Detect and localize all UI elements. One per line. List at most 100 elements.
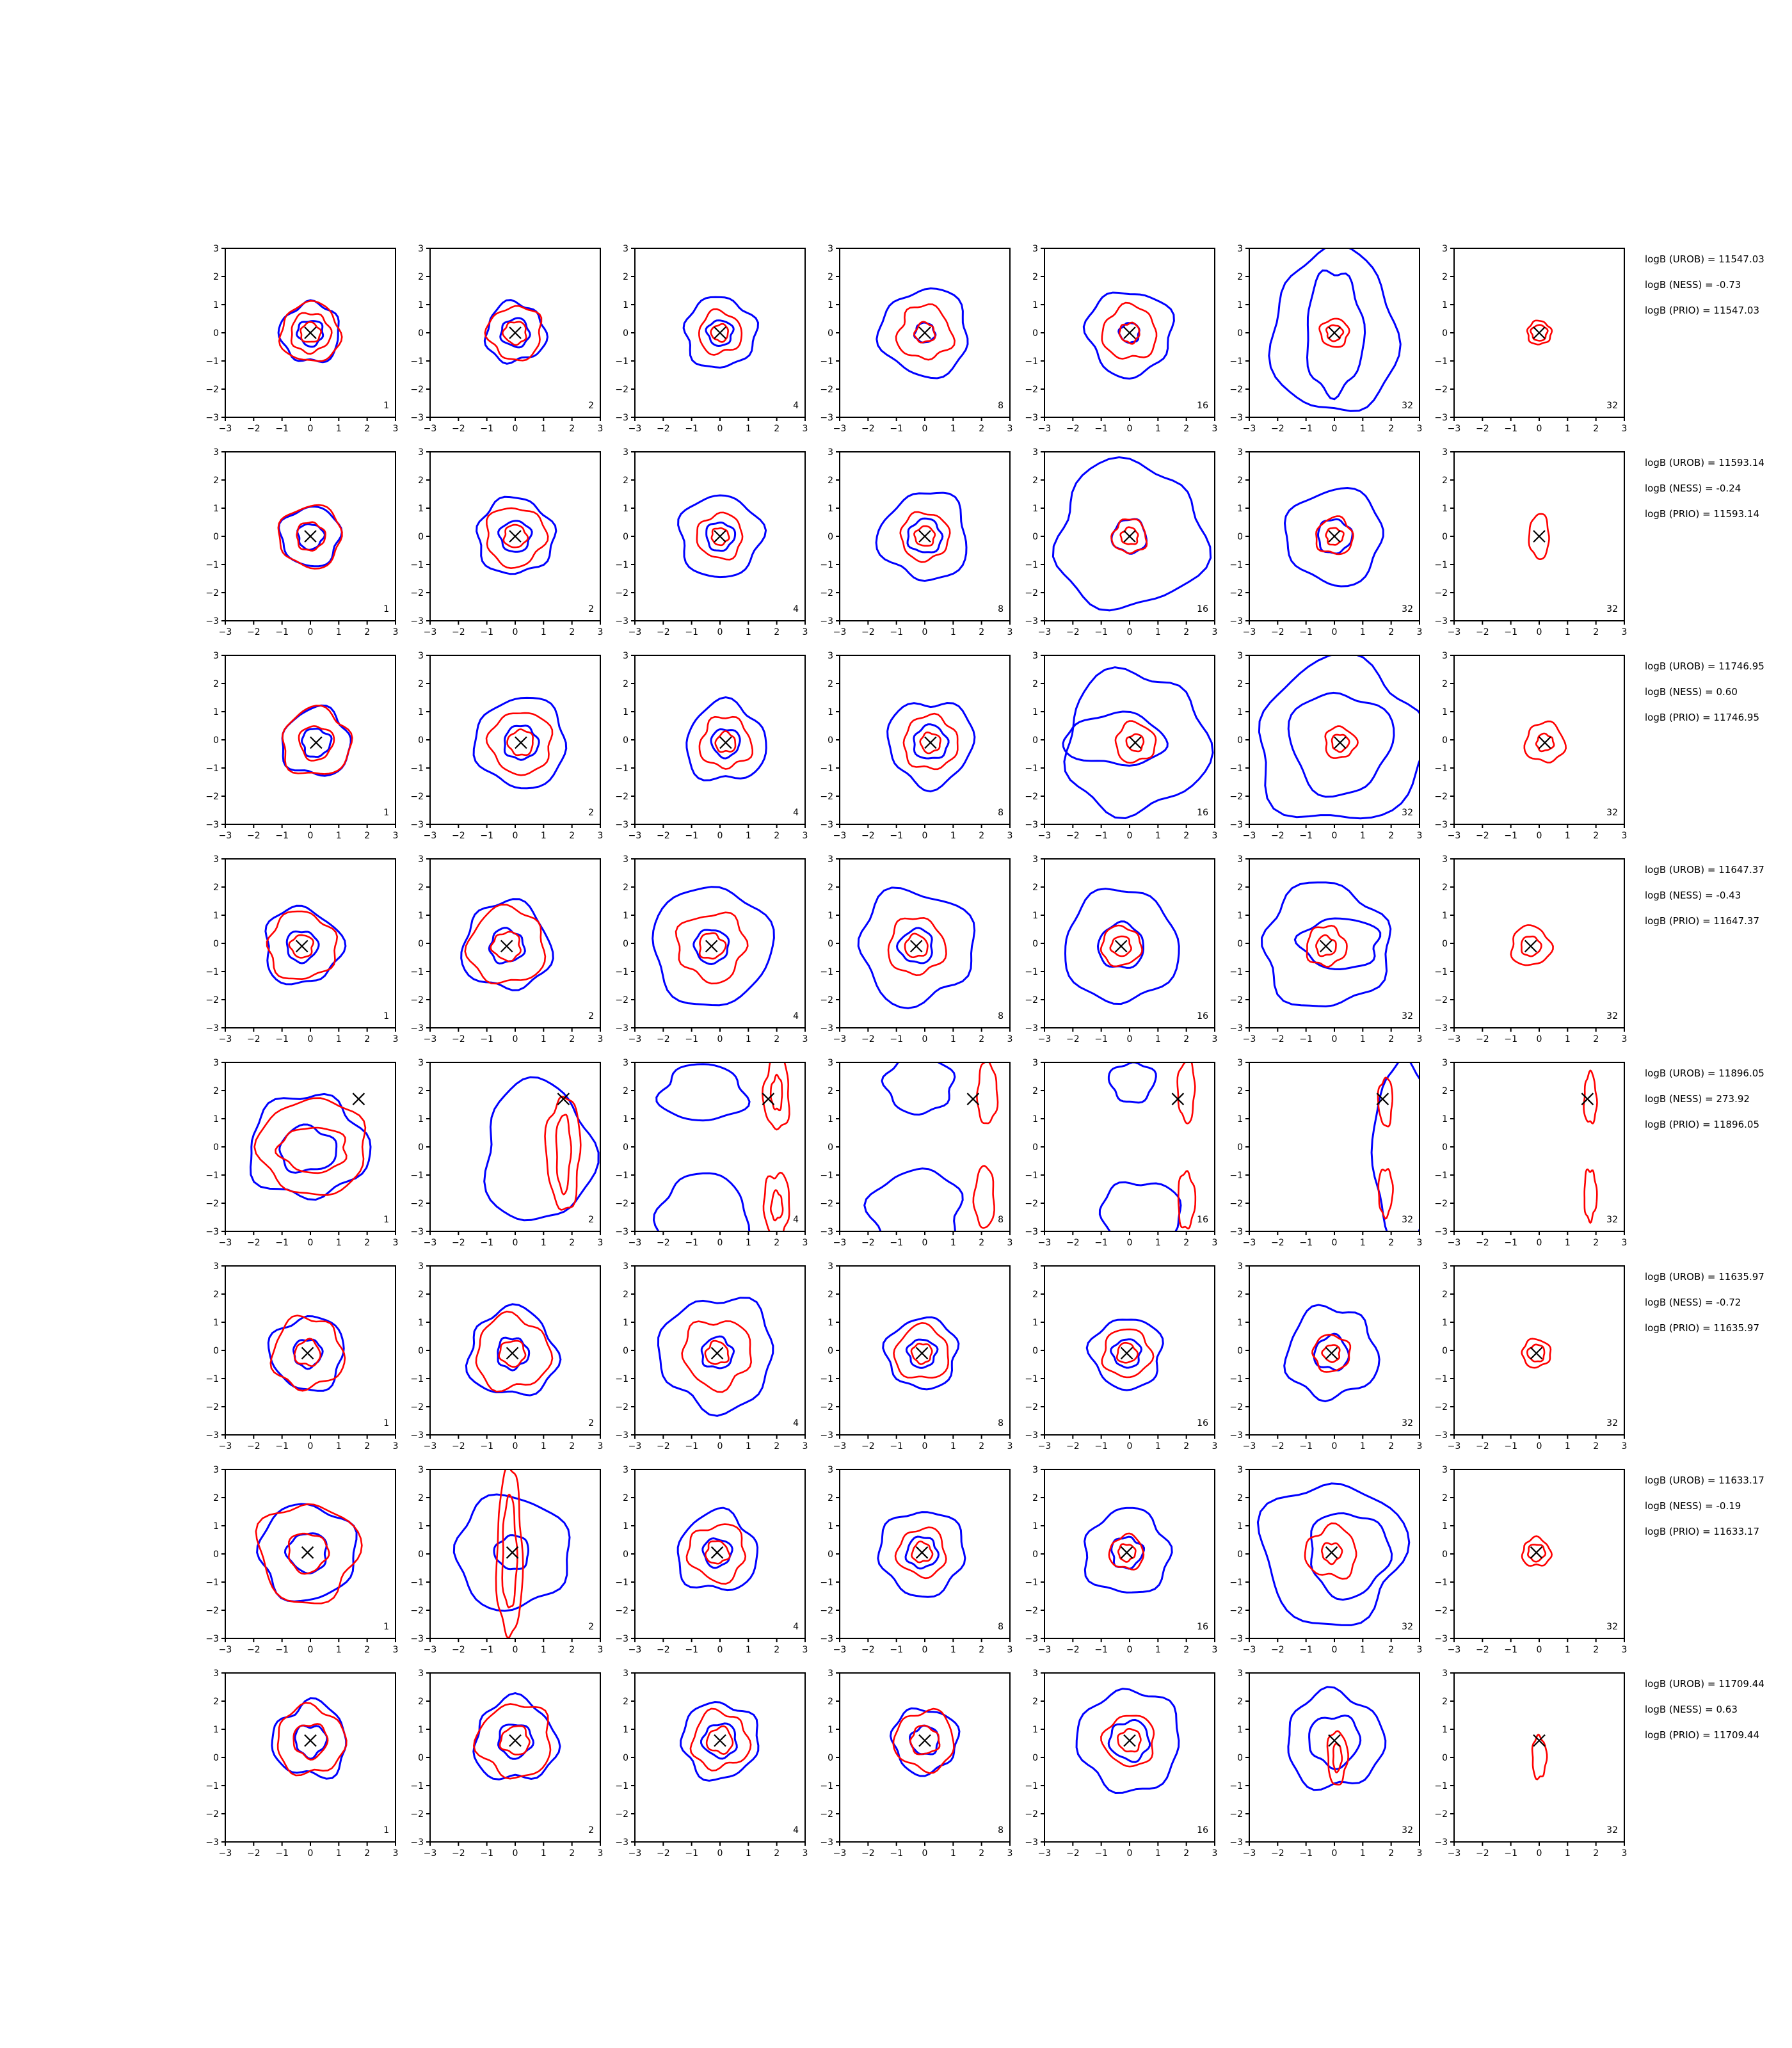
y-tick-label: 3 — [418, 447, 424, 458]
x-tick-label: 0 — [1127, 1645, 1133, 1655]
x-tick-label: 3 — [1007, 1848, 1013, 1859]
true-value-marker — [705, 940, 718, 953]
y-tick-label: −2 — [205, 792, 219, 802]
y-tick-label: 0 — [1237, 1142, 1243, 1153]
red-contour — [675, 911, 749, 985]
panel-r6-c6: −3−3 −2 −2 −1 −1 0 0 1 1 2 2 3 3 32 — [1229, 1261, 1422, 1452]
axes-frame — [1044, 1672, 1215, 1843]
y-tick-label: −3 — [820, 1227, 833, 1237]
panel-r5-c5: −3−3 −2 −2 −1 −1 0 0 1 1 2 2 3 3 16 — [1025, 1058, 1217, 1248]
true-value-marker — [1171, 1092, 1185, 1105]
y-tick-label: 2 — [1442, 1086, 1448, 1096]
x-tick-label: −2 — [1271, 627, 1284, 637]
y-tick-label: −1 — [205, 1781, 219, 1791]
logb-stat: logB (NESS) = 0.63 — [1645, 1704, 1738, 1715]
true-value-marker — [1319, 940, 1332, 953]
x-tick-label: 2 — [364, 627, 370, 637]
x-tick-label: −3 — [833, 424, 847, 434]
x-tick-label: 1 — [746, 1441, 751, 1452]
x-tick-label: 1 — [336, 627, 342, 637]
x-tick-label: −1 — [1094, 1441, 1108, 1452]
y-tick-label: 1 — [828, 1521, 833, 1532]
x-tick-label: −1 — [1094, 1645, 1108, 1655]
x-tick-label: −2 — [247, 1441, 260, 1452]
x-tick-label: −2 — [1476, 831, 1489, 841]
x-tick-label: 1 — [746, 1034, 751, 1044]
x-tick-label: 2 — [979, 1034, 984, 1044]
x-tick-label: 2 — [1593, 1645, 1599, 1655]
x-tick-label: 0 — [1127, 1441, 1133, 1452]
contour-group — [1521, 1338, 1552, 1369]
x-tick-label: 2 — [774, 831, 780, 841]
x-tick-label: 3 — [1007, 424, 1013, 434]
x-tick-label: −1 — [1299, 831, 1313, 841]
y-tick-label: 1 — [418, 911, 424, 921]
y-tick-label: −3 — [615, 1023, 628, 1034]
blue-contour — [1096, 920, 1144, 969]
x-tick-label: −1 — [1504, 1238, 1517, 1248]
x-tick-label: 2 — [1183, 831, 1189, 841]
red-contour — [696, 511, 744, 561]
blue-contour — [1313, 1332, 1350, 1372]
panel-r4-c5: −3−3 −2 −2 −1 −1 0 0 1 1 2 2 3 3 16 — [1025, 854, 1217, 1044]
x-tick-label: 2 — [774, 627, 780, 637]
x-tick-label: −2 — [1066, 627, 1080, 637]
x-tick-label: −1 — [685, 424, 698, 434]
y-tick-label: 3 — [1442, 244, 1448, 254]
y-tick-label: 2 — [1032, 1290, 1038, 1300]
panel-r2-c6: −3−3 −2 −2 −1 −1 0 0 1 1 2 2 3 3 32 — [1229, 447, 1422, 637]
red-contour — [887, 916, 947, 977]
contour-group — [476, 495, 557, 575]
x-tick-label: −3 — [1038, 1441, 1052, 1452]
y-tick-label: 3 — [1442, 651, 1448, 661]
x-tick-label: 0 — [1537, 1238, 1542, 1248]
panel-label: 4 — [793, 1825, 799, 1836]
x-tick-label: 3 — [393, 1848, 399, 1859]
x-tick-label: 1 — [1155, 1645, 1161, 1655]
x-tick-label: 2 — [1593, 424, 1599, 434]
x-tick-label: 3 — [1622, 1848, 1628, 1859]
y-tick-label: −1 — [1229, 1374, 1243, 1384]
x-tick-label: −1 — [480, 831, 493, 841]
y-tick-label: 1 — [418, 504, 424, 514]
red-contour — [300, 321, 323, 343]
blue-contour — [256, 1503, 358, 1603]
y-tick-label: 3 — [213, 854, 219, 865]
y-tick-label: −2 — [205, 995, 219, 1005]
y-tick-label: −1 — [615, 1171, 628, 1181]
y-tick-label: −3 — [1025, 1023, 1038, 1034]
x-tick-label: 2 — [1183, 1848, 1189, 1859]
panel-r4-c7: −3−3 −2 −2 −1 −1 0 0 1 1 2 2 3 3 32 — [1434, 854, 1627, 1044]
y-tick-label: 2 — [1442, 476, 1448, 486]
panel-r6-c2: −3−3 −2 −2 −1 −1 0 0 1 1 2 2 3 3 2 — [410, 1261, 603, 1452]
x-tick-label: −3 — [1448, 1441, 1461, 1452]
y-tick-label: −1 — [1229, 1578, 1243, 1588]
x-tick-label: 2 — [569, 627, 575, 637]
y-tick-label: 0 — [828, 532, 833, 542]
y-tick-label: 1 — [1237, 1725, 1243, 1735]
axes-frame — [839, 1469, 1011, 1639]
x-tick-label: −3 — [1038, 1034, 1052, 1044]
y-tick-label: 0 — [1442, 939, 1448, 949]
axes-frame — [1044, 1469, 1215, 1639]
red-contour — [976, 1062, 999, 1124]
y-tick-label: 2 — [1032, 1697, 1038, 1707]
y-tick-label: −1 — [820, 560, 833, 570]
panel-r5-c3: −3−3 −2 −2 −1 −1 0 0 1 1 2 2 3 3 4 — [615, 1058, 808, 1248]
x-tick-label: 2 — [1388, 1848, 1394, 1859]
panel-r7-c5: −3−3 −2 −2 −1 −1 0 0 1 1 2 2 3 3 16 — [1025, 1465, 1217, 1655]
red-contour — [1306, 924, 1348, 968]
red-contour — [1108, 1532, 1145, 1571]
red-contour — [1535, 732, 1555, 753]
red-contour — [895, 303, 956, 361]
y-tick-label: 3 — [623, 1668, 628, 1679]
red-contour — [1125, 733, 1145, 753]
blue-contour — [655, 1063, 751, 1122]
logb-stat: logB (PRIO) = 11647.37 — [1645, 915, 1759, 927]
y-tick-label: −1 — [1434, 1171, 1448, 1181]
x-tick-label: 0 — [1332, 1034, 1338, 1044]
y-tick-label: 2 — [1237, 679, 1243, 689]
x-tick-label: 1 — [1565, 424, 1571, 434]
x-tick-label: 1 — [1565, 1441, 1571, 1452]
y-tick-label: −3 — [615, 616, 628, 627]
